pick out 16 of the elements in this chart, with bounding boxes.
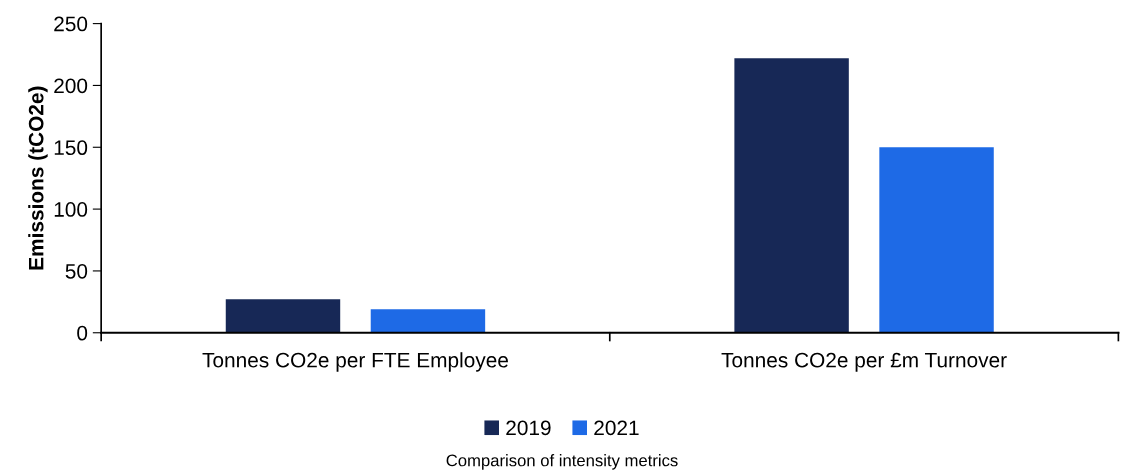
x-tick-label: Tonnes CO2e per FTE Employee <box>202 352 508 372</box>
y-tick-label: 0 <box>77 325 88 341</box>
x-tick-label: Tonnes CO2e per £m Turnover <box>721 352 1007 372</box>
bar <box>370 309 486 333</box>
y-tick-label: 100 <box>54 202 88 217</box>
y-axis-title: Emissions (tCO2e) <box>28 86 48 270</box>
legend-label: 2019 <box>506 420 551 436</box>
text: Comparison of intensity metrics <box>446 454 678 470</box>
y-tick-label: 200 <box>54 78 88 94</box>
y-tick-label: 150 <box>54 140 88 156</box>
bar <box>225 299 341 333</box>
y-tick-label: 50 <box>65 263 88 279</box>
y-tick-label: 250 <box>54 16 88 32</box>
legend-label: 2021 <box>594 420 639 436</box>
bar <box>734 58 849 333</box>
bar <box>879 147 994 333</box>
